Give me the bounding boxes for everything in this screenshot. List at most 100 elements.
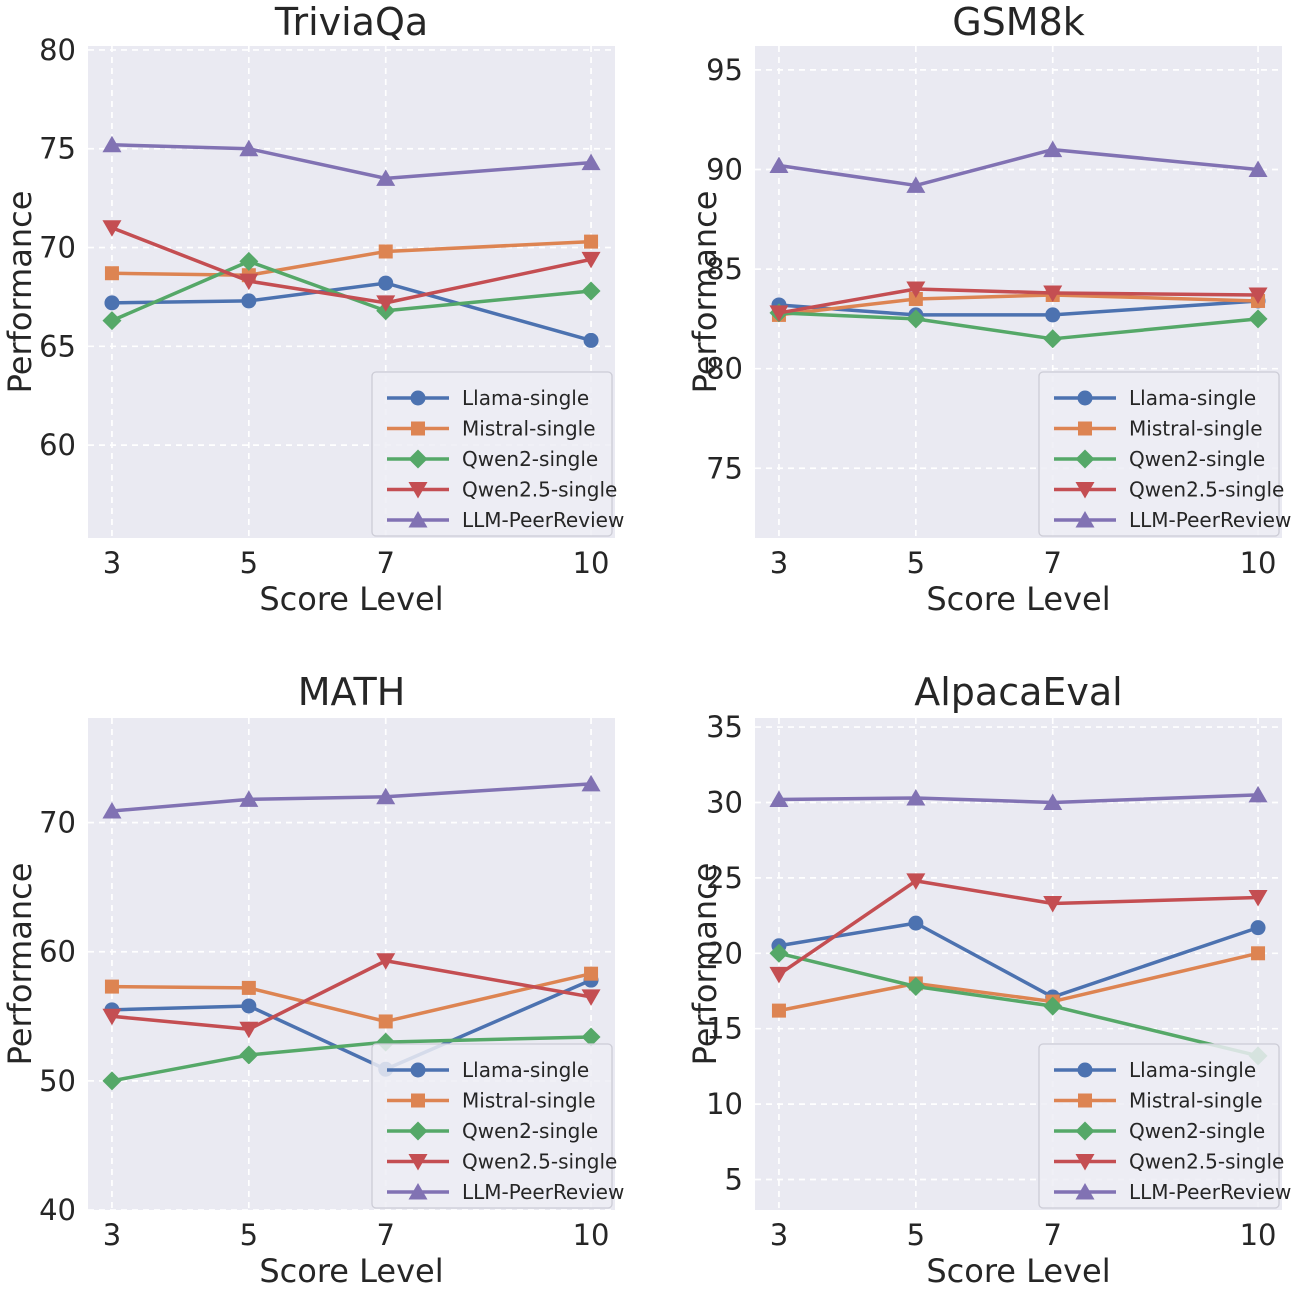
y-tick-label: 50 — [39, 1064, 76, 1098]
chart-title: GSM8k — [952, 0, 1085, 44]
legend-label-qwen2-5-single: Qwen2.5-single — [462, 478, 617, 502]
square-marker-mistral-single — [104, 979, 119, 994]
triangle-down-marker-qwen2-5-single — [239, 273, 259, 291]
y-axis-label: Performance — [686, 191, 724, 394]
triangle-down-marker-qwen2-5-single — [376, 953, 396, 970]
series-qwen2-5-single — [102, 220, 601, 312]
legend-triangle-up-marker-llm-peerreview — [408, 1183, 428, 1200]
x-tick-label: 3 — [103, 1218, 121, 1252]
y-axis-label: Performance — [1, 191, 39, 394]
triangle-down-marker-qwen2-5-single — [769, 966, 789, 984]
square-marker-mistral-single — [584, 966, 599, 981]
series-line-qwen2-single — [110, 1035, 593, 1083]
legend-box — [371, 1043, 613, 1209]
legend-triangle-down-marker-qwen2-5-single — [408, 482, 428, 499]
legend-square-marker-mistral-single — [411, 1093, 425, 1108]
y-tick-label: 70 — [39, 806, 76, 840]
triangle-down-marker-qwen2-5-single — [1248, 889, 1268, 907]
x-tick-label: 3 — [103, 546, 121, 580]
series-line-llm-peerreview — [777, 793, 1260, 805]
series-line-llm-peerreview — [777, 147, 1260, 188]
y-tick-label: 90 — [706, 152, 743, 186]
series-qwen2-5-single — [102, 953, 601, 1039]
triangle-down-marker-qwen2-5-single — [1043, 896, 1063, 913]
y-tick-label: 10 — [706, 1087, 743, 1121]
diamond-marker-qwen2-single — [239, 251, 259, 271]
legend: Llama-single Mistral-single Qwen2-single Qw… — [371, 1043, 624, 1209]
y-tick-label: 60 — [39, 935, 76, 969]
y-tick-label: 95 — [706, 53, 743, 87]
series-qwen2-single — [769, 303, 1268, 349]
series-line-mistral-single — [777, 951, 1260, 1013]
square-marker-mistral-single — [241, 980, 256, 995]
triangle-up-marker-llm-peerreview — [239, 790, 259, 807]
legend-diamond-marker-qwen2-single — [408, 1121, 428, 1141]
series-llm-peerreview — [769, 785, 1268, 810]
triangle-down-marker-qwen2-5-single — [102, 1008, 122, 1026]
x-tick-label: 5 — [907, 1218, 925, 1252]
legend-triangle-up-marker-llm-peerreview — [1075, 1183, 1095, 1200]
legend-label-llama-single: Llama-single — [462, 386, 589, 410]
diamond-marker-qwen2-single — [102, 311, 122, 331]
chart-gsm8k-svg: Llama-single Mistral-single Qwen2-single Qw… — [686, 0, 1291, 618]
triangle-down-marker-qwen2-5-single — [1248, 287, 1268, 304]
x-axis-label: Score Level — [259, 580, 443, 618]
triangle-down-marker-qwen2-5-single — [376, 295, 396, 312]
legend-label-qwen2-single: Qwen2-single — [1129, 447, 1265, 471]
triangle-up-marker-llm-peerreview — [1043, 140, 1063, 158]
legend-diamond-marker-qwen2-single — [1075, 449, 1095, 469]
series-line-qwen2-single — [777, 951, 1260, 1058]
y-tick-label: 25 — [706, 861, 743, 895]
triangle-up-marker-llm-peerreview — [581, 153, 601, 171]
x-tick-label: 10 — [1240, 546, 1277, 580]
x-tick-label: 7 — [1043, 546, 1061, 580]
triangle-up-marker-llm-peerreview — [376, 787, 396, 805]
y-tick-label: 85 — [706, 252, 743, 286]
chart-math: Llama-single Mistral-single Qwen2-single Qw… — [0, 647, 647, 1294]
triangle-up-marker-llm-peerreview — [102, 135, 122, 153]
series-line-qwen2-5-single — [777, 287, 1260, 315]
legend-label-qwen2-5-single: Qwen2.5-single — [1129, 478, 1284, 502]
triangle-down-marker-qwen2-5-single — [581, 251, 601, 269]
series-qwen2-5-single — [769, 281, 1268, 322]
circle-marker-llama-single — [241, 998, 257, 1014]
y-tick-label: 80 — [39, 33, 76, 67]
diamond-marker-qwen2-single — [1248, 309, 1268, 329]
legend-box — [1038, 1043, 1280, 1209]
legend-square-marker-mistral-single — [411, 421, 425, 436]
x-tick-label: 10 — [573, 1218, 610, 1252]
series-line-llama-single — [777, 299, 1260, 317]
triangle-down-marker-qwen2-5-single — [239, 1021, 259, 1039]
legend-diamond-marker-qwen2-single — [1075, 1121, 1095, 1141]
square-marker-mistral-single — [104, 266, 119, 281]
chart-title: AlpacaEval — [914, 670, 1122, 714]
legend-label-qwen2-5-single: Qwen2.5-single — [462, 1150, 617, 1174]
square-marker-mistral-single — [771, 1003, 786, 1018]
y-tick-label: 15 — [706, 1012, 743, 1046]
legend-triangle-up-marker-llm-peerreview — [408, 511, 428, 528]
legend-triangle-down-marker-qwen2-5-single — [1075, 1154, 1095, 1171]
diamond-marker-qwen2-single — [906, 309, 926, 329]
x-tick-label: 7 — [376, 1218, 394, 1252]
y-tick-label: 30 — [706, 785, 743, 819]
legend-triangle-down-marker-qwen2-5-single — [408, 1154, 428, 1171]
legend-triangle-down-marker-qwen2-5-single — [1075, 482, 1095, 499]
diamond-marker-qwen2-single — [581, 1027, 601, 1047]
legend: Llama-single Mistral-single Qwen2-single Qw… — [1038, 1043, 1291, 1209]
series-line-qwen2-single — [110, 259, 593, 323]
triangle-up-marker-llm-peerreview — [376, 169, 396, 186]
triangle-down-marker-qwen2-5-single — [906, 281, 926, 299]
triangle-up-marker-llm-peerreview — [239, 139, 259, 157]
legend-square-marker-mistral-single — [1078, 421, 1092, 436]
y-tick-label: 75 — [706, 451, 743, 485]
x-tick-label: 7 — [1043, 1218, 1061, 1252]
legend-label-mistral-single: Mistral-single — [462, 1089, 596, 1113]
chart-triviaqa-svg: Llama-single Mistral-single Qwen2-single Qw… — [1, 0, 624, 618]
legend-label-llm-peerreview: LLM-PeerReview — [1129, 1180, 1291, 1204]
triangle-up-marker-llm-peerreview — [906, 788, 926, 806]
legend-label-qwen2-single: Qwen2-single — [462, 1119, 598, 1143]
legend-circle-marker-llama-single — [410, 390, 426, 406]
circle-marker-llama-single — [378, 275, 394, 291]
chart-alpacaeval-svg: Llama-single Mistral-single Qwen2-single Qw… — [686, 670, 1291, 1290]
